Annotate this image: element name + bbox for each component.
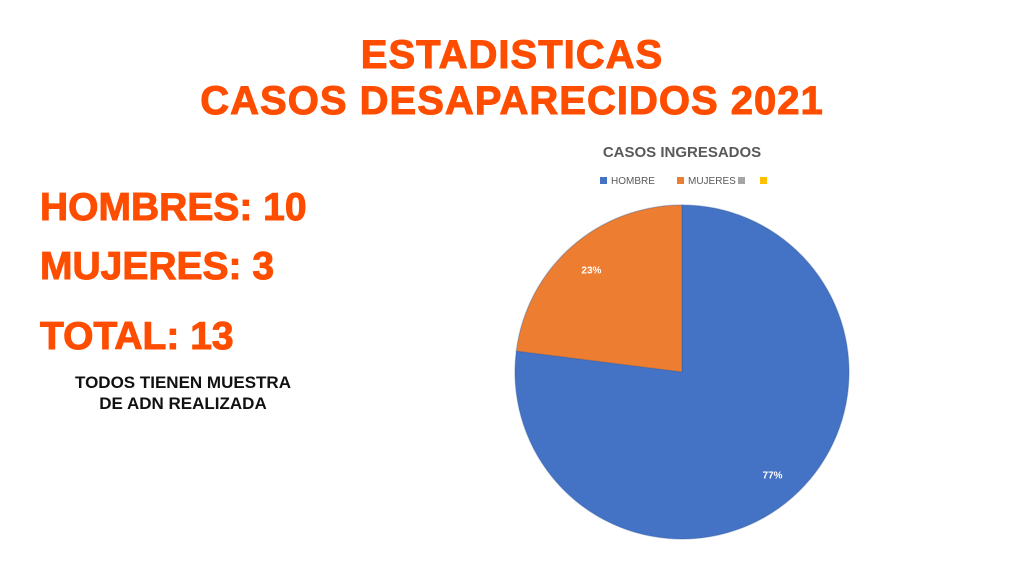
note-line-2: DE ADN REALIZADA	[99, 394, 267, 413]
pie-label-mujeres: 23%	[581, 265, 601, 276]
pie-slice-hombre	[514, 204, 850, 540]
slide-title-line-2: CASOS DESAPARECIDOS 2021	[200, 79, 824, 124]
legend-swatch-3	[738, 177, 745, 184]
legend-label-1: HOMBRE	[611, 176, 655, 187]
legend-label-2: MUJERES	[688, 176, 736, 187]
stat-total: TOTAL: 13	[40, 315, 235, 359]
chart-title: CASOS INGRESADOS	[603, 144, 761, 161]
pie-label-hombre: 77%	[763, 471, 783, 482]
legend-swatch-4	[760, 177, 767, 184]
stat-hombres: HOMBRES: 10	[40, 186, 308, 230]
pie-slices	[514, 204, 850, 540]
legend-swatch-1	[600, 177, 607, 184]
slide-title-line-1: ESTADISTICAS	[360, 33, 664, 78]
pie-slice-mujeres	[515, 204, 683, 373]
pie-chart: CASOS INGRESADOS HOMBRE MUJERES 77% 23%	[514, 144, 850, 540]
pie-slice-labels: 77% 23%	[581, 265, 782, 481]
note-line-1: TODOS TIENEN MUESTRA	[75, 373, 291, 392]
stat-mujeres: MUJERES: 3	[39, 245, 275, 289]
legend-swatch-2	[677, 177, 684, 184]
chart-legend: HOMBRE MUJERES	[600, 176, 767, 187]
